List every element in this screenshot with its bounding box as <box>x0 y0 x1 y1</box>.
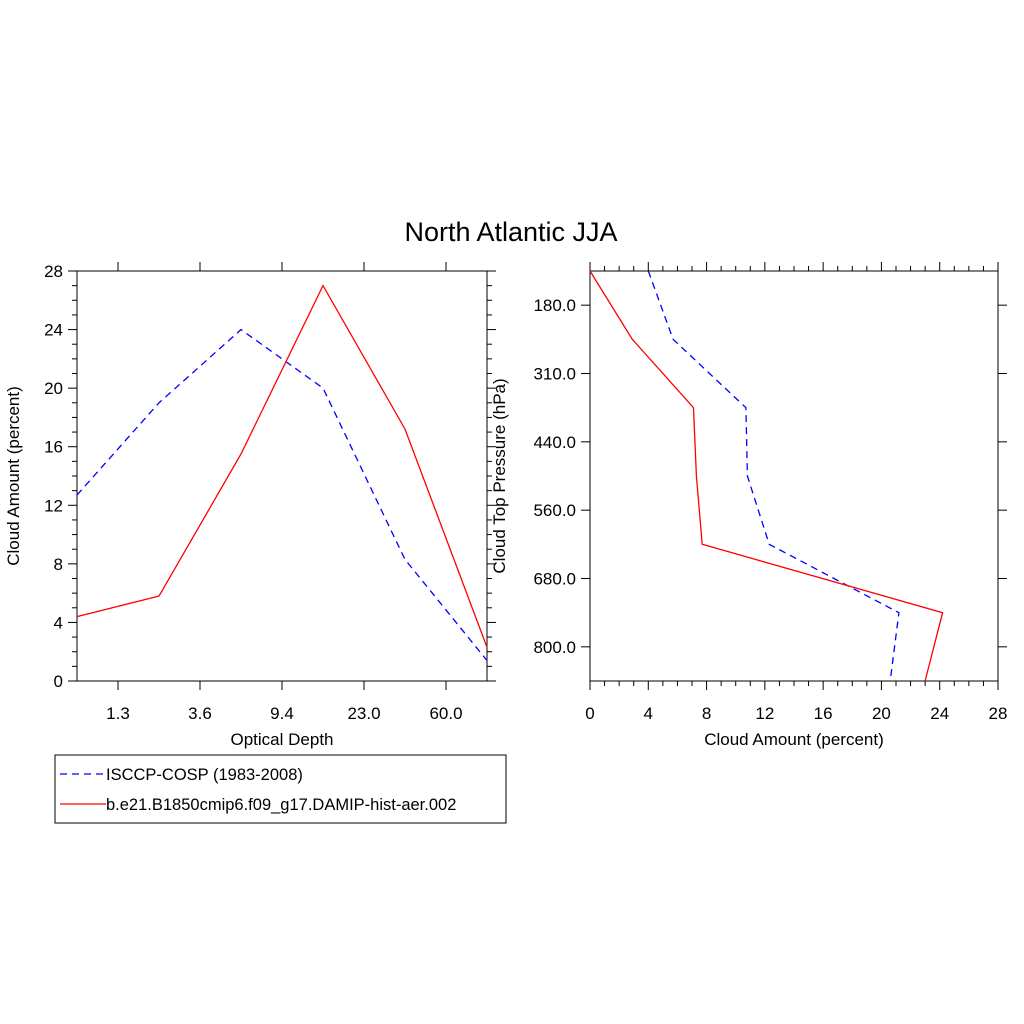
right-x-tick-label: 16 <box>814 704 833 723</box>
left-x-tick-label: 9.4 <box>270 704 294 723</box>
right-panel: 0 4 8 12 16 20 24 28 180.0 310.0 440.0 560.0 680.0 80… <box>490 262 1007 749</box>
left-plot-frame <box>76 270 488 682</box>
left-y-tick-label: 8 <box>54 555 63 574</box>
right-y-tick-label: 440.0 <box>533 433 576 452</box>
left-ticks: 0 4 8 12 16 20 24 28 1.3 3.6 9.4 23.0 60.0 <box>44 262 496 723</box>
left-x-tick-label: 3.6 <box>188 704 212 723</box>
right-y-tick-label: 680.0 <box>533 570 576 589</box>
left-y-tick-label: 28 <box>44 262 63 281</box>
right-x-tick-label: 8 <box>702 704 711 723</box>
right-y-tick-label: 180.0 <box>533 296 576 315</box>
right-plot-frame <box>589 270 999 682</box>
right-series-model-line <box>589 270 944 682</box>
right-y-axis-label: Cloud Top Pressure (hPa) <box>490 378 509 573</box>
left-x-tick-label: 60.0 <box>429 704 462 723</box>
right-y-tick-label: 310.0 <box>533 365 576 384</box>
left-y-tick-label: 4 <box>54 613 63 632</box>
legend-box <box>54 754 507 824</box>
right-y-tick-label: 800.0 <box>533 638 576 657</box>
left-series-model-line <box>76 284 488 648</box>
right-x-axis-label: Cloud Amount (percent) <box>704 730 884 749</box>
left-y-axis-label: Cloud Amount (percent) <box>4 386 23 566</box>
right-y-tick-label: 560.0 <box>533 501 576 520</box>
right-x-tick-label: 4 <box>644 704 653 723</box>
legend-model-label: b.e21.B1850cmip6.f09_g17.DAMIP-hist-aer.… <box>106 796 456 814</box>
left-x-tick-label: 1.3 <box>106 704 130 723</box>
right-series-obs-line <box>647 270 900 682</box>
right-x-tick-label: 24 <box>930 704 949 723</box>
right-x-tick-label: 12 <box>755 704 774 723</box>
left-x-axis-label: Optical Depth <box>231 730 334 749</box>
right-ticks: 0 4 8 12 16 20 24 28 180.0 310.0 440.0 560.0 680.0 80… <box>533 262 1007 723</box>
legend: ISCCP-COSP (1983-2008) b.e21.B1850cmip6.… <box>54 754 507 824</box>
left-y-tick-label: 16 <box>44 438 63 457</box>
chart-title: North Atlantic JJA <box>404 217 617 247</box>
left-y-tick-label: 24 <box>44 321 63 340</box>
left-y-tick-label: 0 <box>54 672 63 691</box>
left-panel: 0 4 8 12 16 20 24 28 1.3 3.6 9.4 23.0 60.0 Optical D… <box>4 262 496 749</box>
left-y-tick-label: 20 <box>44 379 63 398</box>
right-x-tick-label: 0 <box>585 704 594 723</box>
right-series <box>589 270 944 682</box>
legend-obs-label: ISCCP-COSP (1983-2008) <box>106 766 303 784</box>
right-x-tick-label: 20 <box>872 704 891 723</box>
left-series <box>76 284 488 661</box>
left-x-tick-label: 23.0 <box>347 704 380 723</box>
left-y-tick-label: 12 <box>44 496 63 515</box>
left-series-obs-line <box>76 328 488 661</box>
right-x-tick-label: 28 <box>989 704 1008 723</box>
